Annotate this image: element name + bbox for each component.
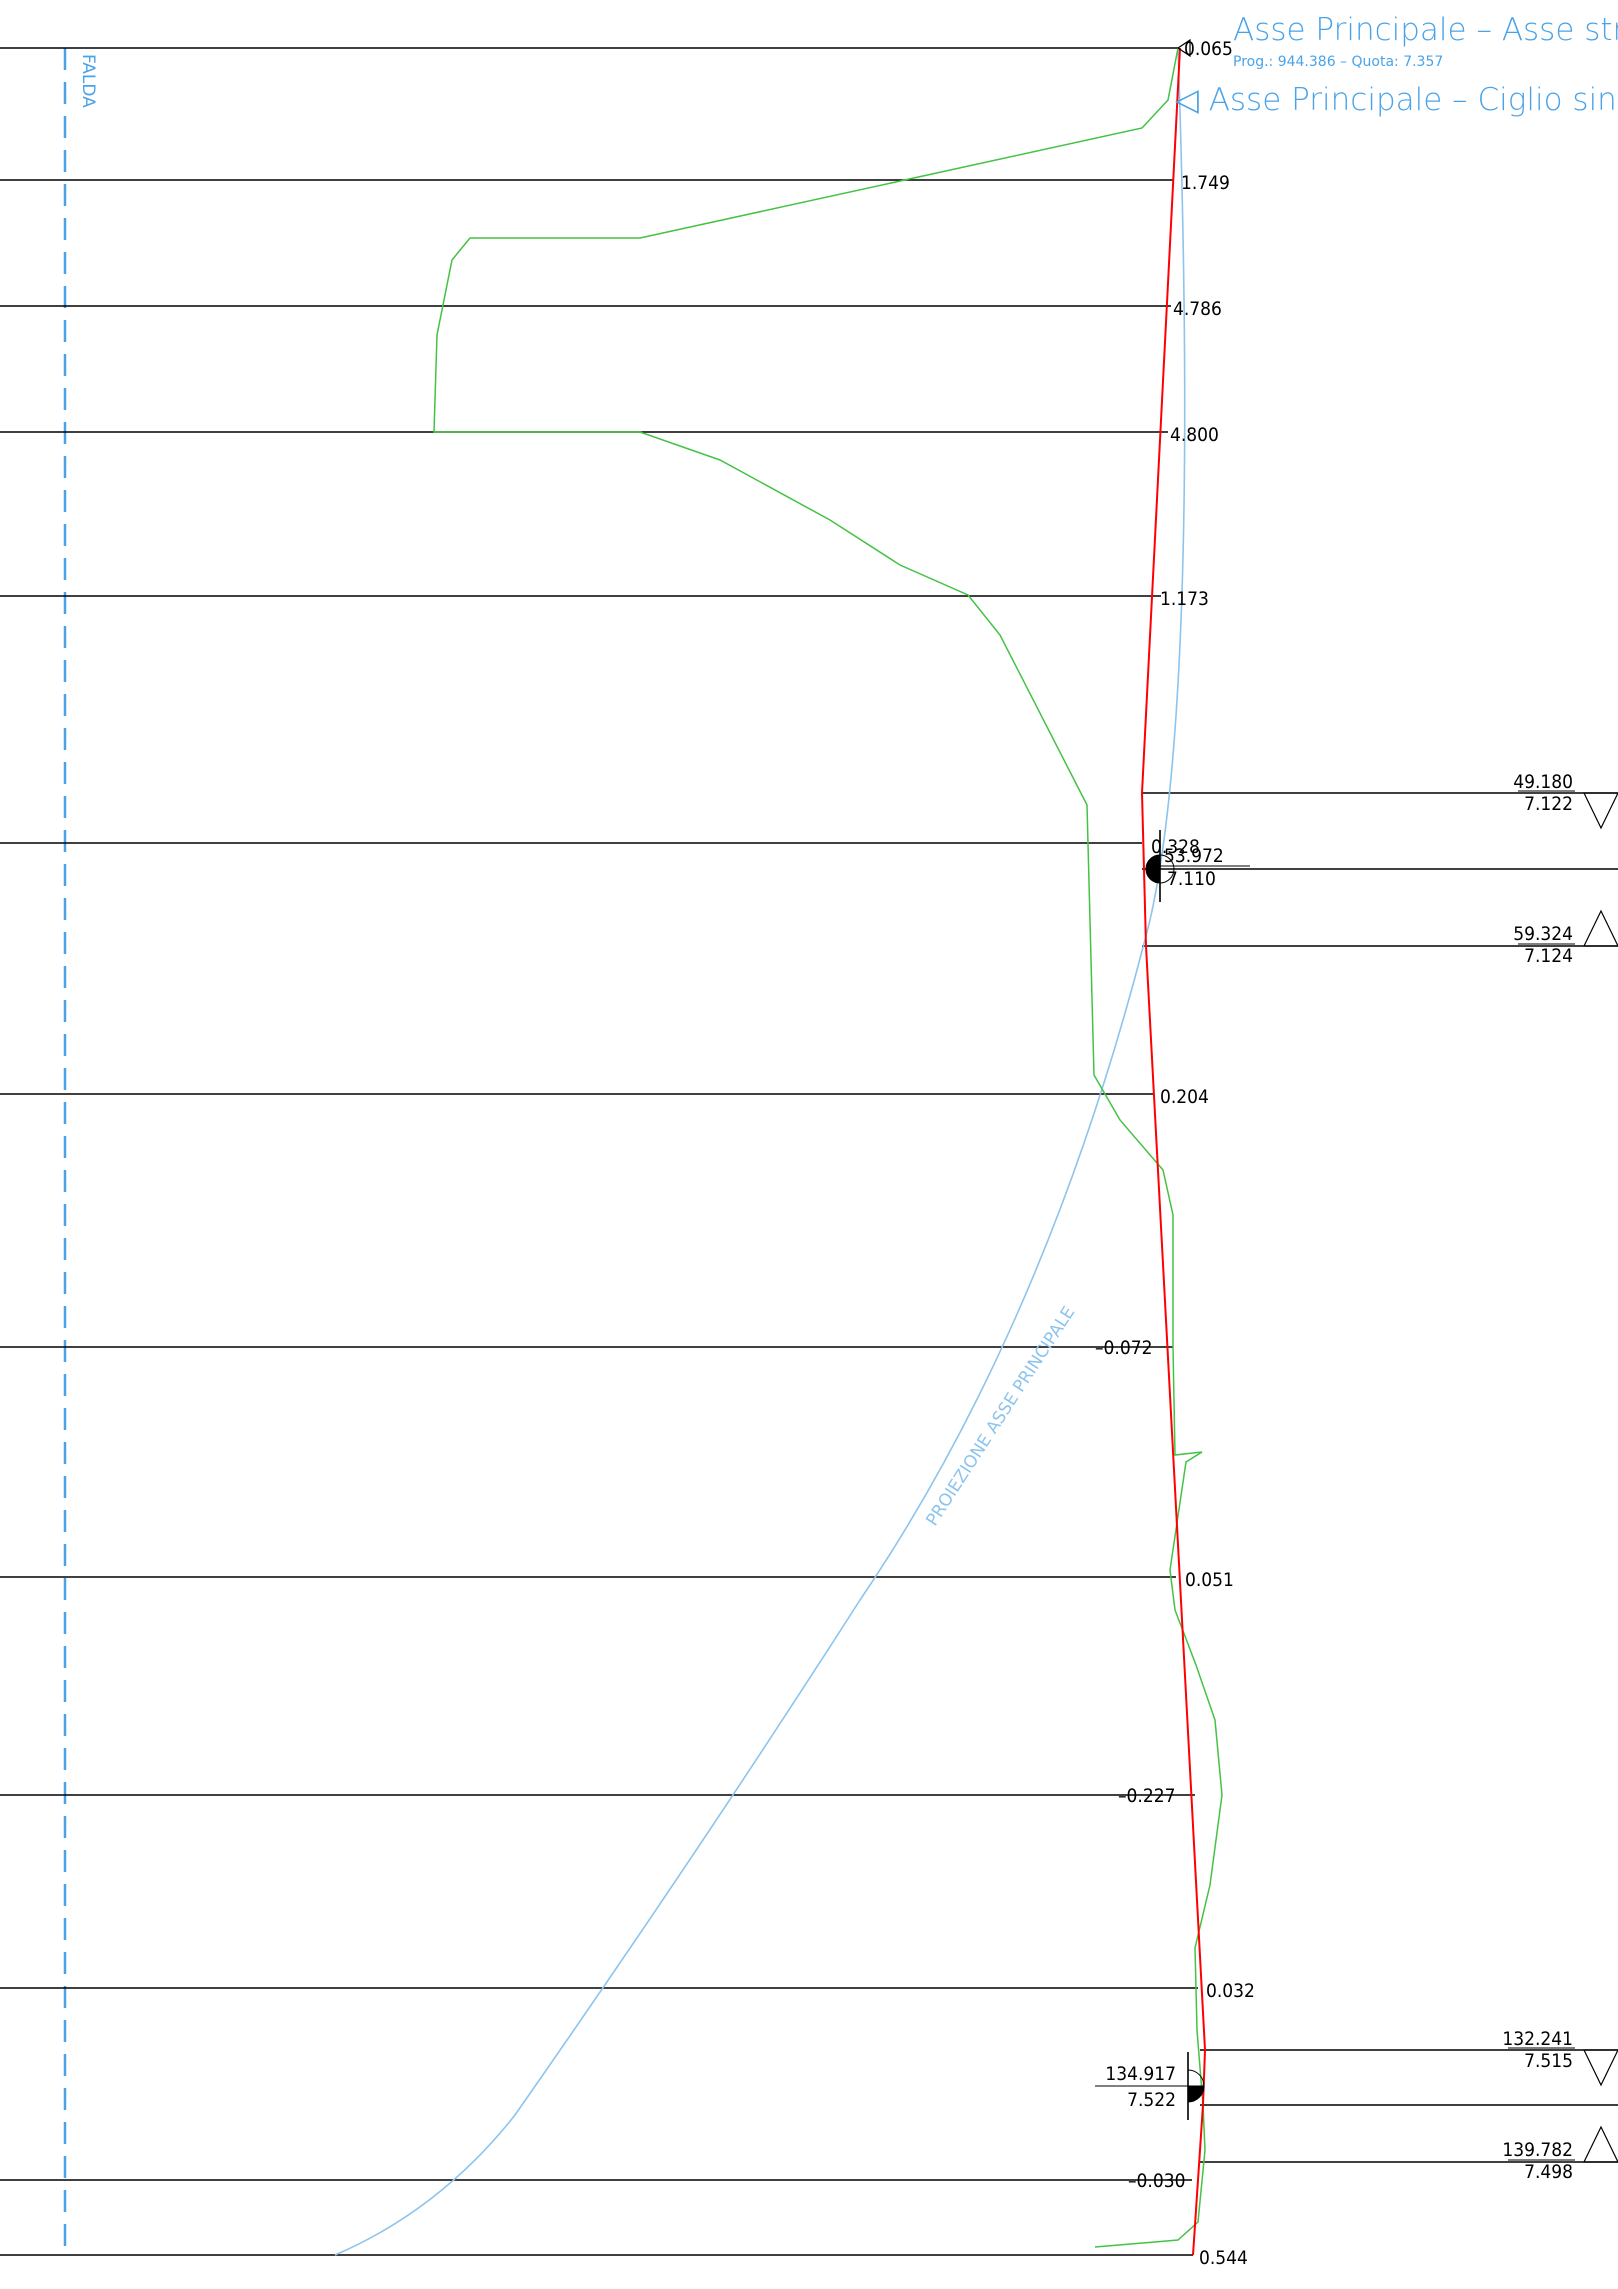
projection-label: PROIEZIONE ASSE PRINCIPALE [922, 1303, 1079, 1530]
profile-line [1140, 47, 1207, 2256]
point-quota: 7.124 [1524, 945, 1573, 967]
section-label: 1.173 [1160, 588, 1209, 610]
terrain-line [433, 47, 1223, 2248]
point-quota: 7.515 [1524, 2050, 1573, 2072]
down-triangle-icon [1583, 2049, 1618, 2087]
point-lines [1142, 792, 1618, 2163]
point-prog: 139.782 [1502, 2139, 1573, 2161]
point-marker: 139.782 7.498 [1502, 2125, 1618, 2183]
section-label: 0.204 [1160, 1086, 1209, 1108]
falda-label: FALDA [78, 54, 98, 108]
section-label: 0.032 [1206, 1980, 1255, 2002]
section-label: –0.030 [1128, 2170, 1185, 2192]
section-label: 1.749 [1181, 172, 1230, 194]
section-label: 0.065 [1184, 38, 1233, 60]
section-lines [0, 47, 1198, 2256]
section-labels: 0.065 1.749 4.786 4.800 1.173 0.328 0.20… [1095, 38, 1255, 2269]
point-prog: 49.180 [1513, 771, 1573, 793]
point-quota: 7.110 [1167, 868, 1216, 890]
point-prog: 134.917 [1105, 2063, 1176, 2085]
ciglio-title: ◁ Asse Principale – Ciglio sinistro [1175, 82, 1618, 118]
up-triangle-icon [1583, 909, 1618, 947]
point-quota: 7.498 [1524, 2161, 1573, 2183]
section-label: 4.800 [1170, 424, 1219, 446]
point-marker: 132.241 7.515 [1502, 2028, 1618, 2087]
top-triangle-icon [1176, 38, 1191, 58]
projection-curve [334, 47, 1186, 2256]
point-marker: 134.917 7.522 [1095, 2052, 1205, 2120]
point-quota: 7.122 [1524, 793, 1573, 815]
up-triangle-icon [1583, 2125, 1618, 2163]
axis-title: Asse Principale – Asse strada [1233, 12, 1618, 48]
down-triangle-icon [1583, 792, 1618, 830]
axis-subtitle: Prog.: 944.386 – Quota: 7.357 [1233, 54, 1443, 70]
half-circle-icon [1187, 2085, 1205, 2103]
section-label: –0.072 [1095, 1337, 1152, 1359]
point-marker: 49.180 7.122 [1513, 771, 1618, 830]
section-label: 0.544 [1199, 2247, 1248, 2269]
half-circle-outline [1159, 854, 1175, 884]
point-quota: 7.522 [1127, 2089, 1176, 2111]
section-label: –0.227 [1118, 1785, 1175, 1807]
point-marker: 53.972 7.110 [1145, 830, 1250, 902]
point-prog: 132.241 [1502, 2028, 1573, 2050]
half-circle-icon [1145, 854, 1161, 884]
section-label: 0.328 [1151, 836, 1200, 858]
section-label: 4.786 [1173, 298, 1222, 320]
point-prog: 59.324 [1513, 923, 1573, 945]
point-prog: 53.972 [1164, 845, 1224, 867]
section-label: 0.051 [1185, 1569, 1234, 1591]
point-marker: 59.324 7.124 [1513, 909, 1618, 967]
